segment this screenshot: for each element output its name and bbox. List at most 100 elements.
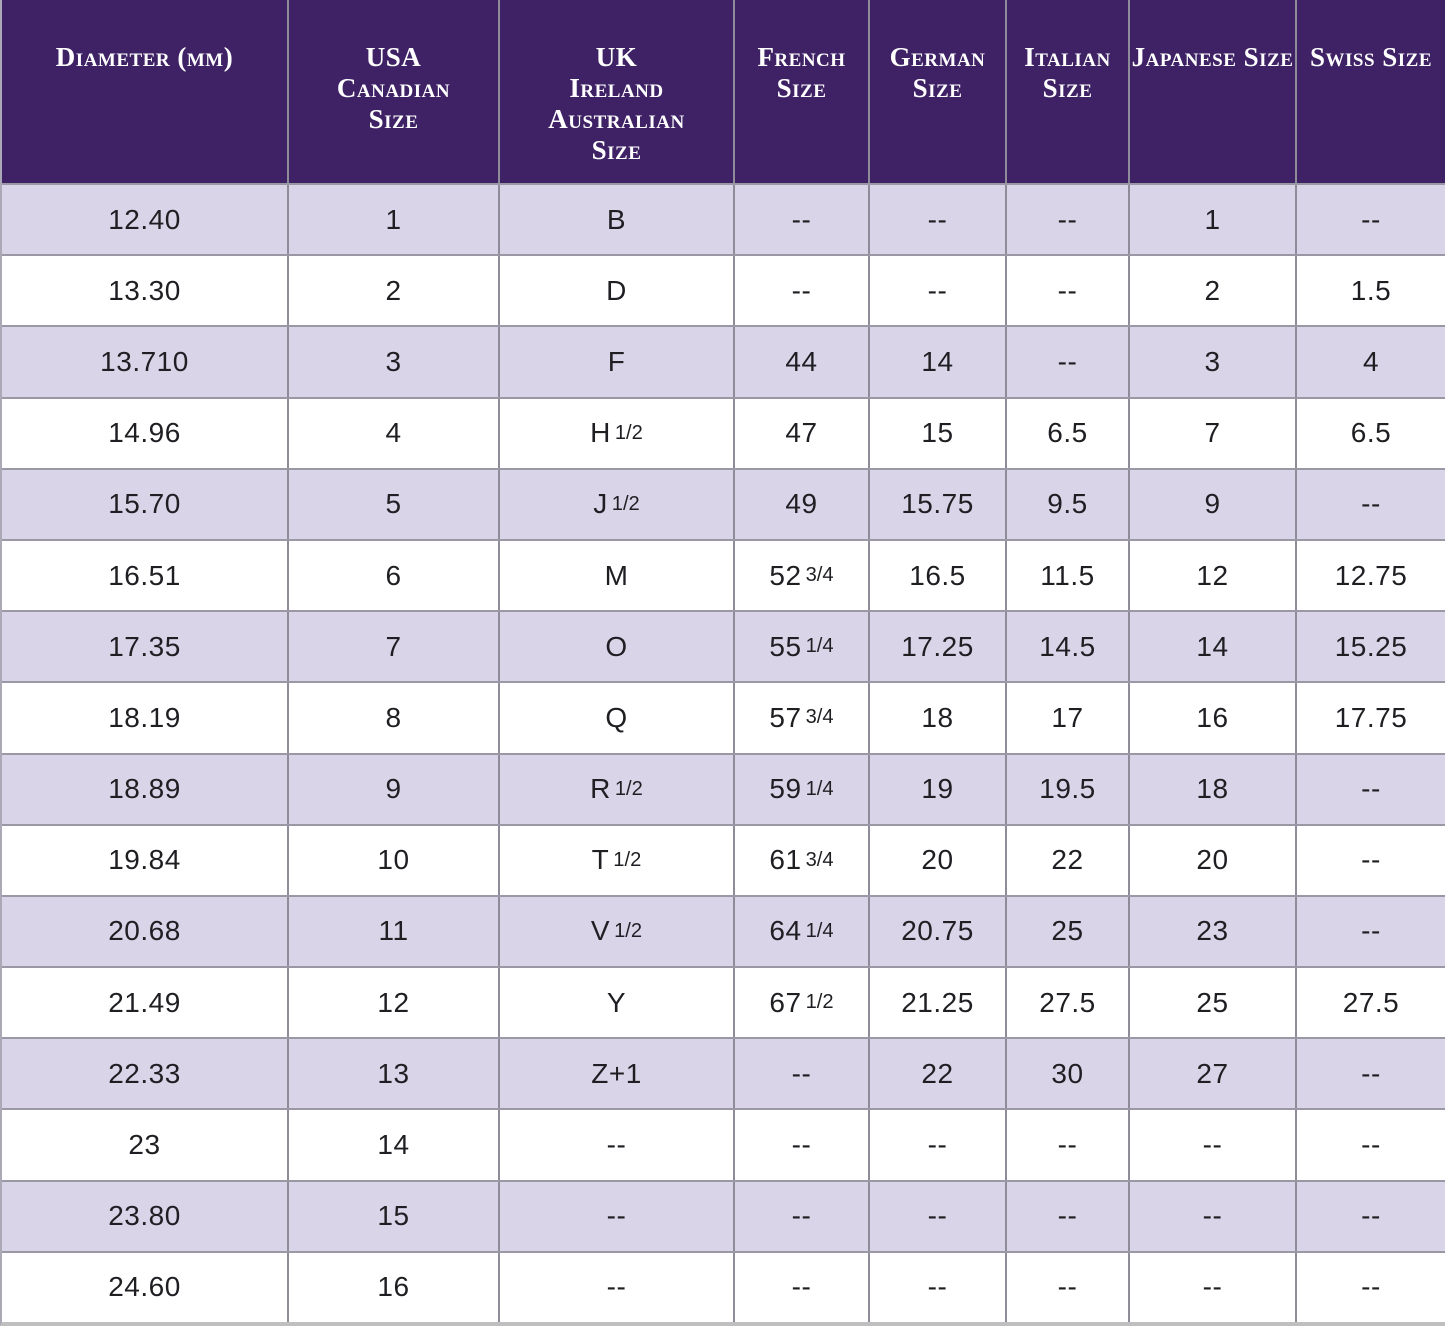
- table-cell: 27: [1130, 1039, 1297, 1109]
- table-cell: --: [1130, 1181, 1297, 1251]
- table-cell: 23.80: [2, 1181, 289, 1251]
- table-cell: M: [500, 540, 735, 611]
- column-header-usa: USA Canadian Size: [289, 0, 500, 183]
- table-cell: --: [1130, 1110, 1297, 1180]
- table-row: 12.40 1 B -- -- -- 1 --: [2, 183, 1445, 255]
- table-cell: H 1/2: [500, 398, 735, 468]
- column-header-german: German Size: [870, 0, 1007, 183]
- table-cell: 17.25: [870, 612, 1007, 682]
- table-cell: --: [735, 1252, 870, 1322]
- table-cell: 13: [289, 1039, 500, 1109]
- table-cell: --: [1007, 256, 1130, 326]
- table-cell: 16.5: [870, 540, 1007, 611]
- column-header-diameter: Diameter (mm): [2, 0, 289, 183]
- column-header-italian: Italian Size: [1007, 0, 1130, 183]
- table-row: 24.60 16 -- -- -- -- -- --: [2, 1250, 1445, 1322]
- table-cell: --: [1361, 1129, 1381, 1161]
- table-cell: 2: [1130, 256, 1297, 326]
- column-header-french: French Size: [735, 0, 870, 183]
- table-cell: --: [1007, 1181, 1130, 1251]
- table-cell: 12.40: [2, 185, 289, 255]
- table-cell: 18: [870, 683, 1007, 753]
- table-cell: --: [1361, 1200, 1381, 1232]
- table-cell: 23: [1130, 896, 1297, 967]
- table-cell: Z+1: [500, 1039, 735, 1109]
- table-cell: 15.25: [1334, 630, 1408, 662]
- table-cell: 20.75: [870, 896, 1007, 967]
- table-cell: 19: [870, 754, 1007, 824]
- table-cell: 7: [1130, 398, 1297, 468]
- table-cell: --: [1007, 327, 1130, 397]
- table-cell: 15.75: [870, 469, 1007, 539]
- table-cell: 22.33: [2, 1039, 289, 1109]
- table-header-row: Diameter (mm) USA Canadian Size UK Irela…: [2, 0, 1445, 183]
- table-cell: 14: [870, 327, 1007, 397]
- table-row: 13.710 3 F 44 14 -- 3 4: [2, 325, 1445, 397]
- table-cell: 20: [1130, 825, 1297, 895]
- table-cell: 15.70: [2, 469, 289, 539]
- table-cell: 24.60: [2, 1252, 289, 1322]
- table-row: 19.84 10 T 1/2 61 3/4 20 22 20 --: [2, 823, 1445, 895]
- table-cell: 3: [289, 327, 500, 397]
- table-cell: 30: [1007, 1039, 1130, 1109]
- table-cell: 12: [289, 968, 500, 1038]
- table-cell: --: [1007, 1252, 1130, 1322]
- table-cell: 61 3/4: [735, 825, 870, 895]
- table-cell: 1: [1130, 185, 1297, 255]
- table-cell: D: [500, 256, 735, 326]
- table-cell: B: [500, 185, 735, 255]
- table-cell: 17.75: [1334, 701, 1408, 733]
- table-cell: --: [735, 185, 870, 255]
- table-cell: 47: [735, 398, 870, 468]
- table-cell: 2: [289, 256, 500, 326]
- table-cell: Y: [500, 968, 735, 1038]
- table-row: 22.33 13 Z+1 -- 22 30 27 --: [2, 1037, 1445, 1109]
- table-cell: 8: [289, 683, 500, 753]
- table-row: 23 14 -- -- -- -- -- --: [2, 1108, 1445, 1180]
- table-cell: --: [1007, 1110, 1130, 1180]
- table-cell: 15: [289, 1181, 500, 1251]
- table-row: 16.51 6 M 52 3/4 16.5 11.5 12 12.75: [2, 538, 1445, 611]
- table-cell: 27.5: [1342, 986, 1400, 1018]
- table-cell: 3: [1130, 327, 1297, 397]
- table-cell: 22: [1007, 825, 1130, 895]
- table-row: 15.70 5 J 1/2 49 15.75 9.5 9 --: [2, 467, 1445, 539]
- table-cell: 20: [870, 825, 1007, 895]
- table-cell: 23: [2, 1110, 289, 1180]
- table-cell: --: [500, 1110, 735, 1180]
- table-cell: 19.84: [2, 825, 289, 895]
- table-cell: 14.5: [1007, 612, 1130, 682]
- table-cell: 4: [289, 398, 500, 468]
- table-cell: 25: [1130, 968, 1297, 1038]
- table-cell: 59 1/4: [735, 754, 870, 824]
- table-cell: 18: [1130, 754, 1297, 824]
- table-cell: 14: [289, 1110, 500, 1180]
- table-cell: T 1/2: [500, 825, 735, 895]
- table-cell: 25: [1007, 896, 1130, 967]
- table-cell: 4: [1362, 345, 1380, 377]
- table-cell: 67 1/2: [735, 968, 870, 1038]
- table-cell: 15: [870, 398, 1007, 468]
- table-cell: --: [735, 1181, 870, 1251]
- table-cell: 9: [1130, 469, 1297, 539]
- table-cell: 6.5: [1350, 417, 1392, 449]
- table-row: 13.30 2 D -- -- -- 2 1.5: [2, 254, 1445, 326]
- table-cell: --: [500, 1252, 735, 1322]
- table-cell: 49: [735, 469, 870, 539]
- table-cell: 18.89: [2, 754, 289, 824]
- table-row: 14.96 4 H 1/2 47 15 6.5 7 6.5: [2, 396, 1445, 468]
- table-cell: 22: [870, 1039, 1007, 1109]
- table-cell: 17.35: [2, 612, 289, 682]
- table-cell: 12: [1130, 540, 1297, 611]
- table-cell: 44: [735, 327, 870, 397]
- table-cell: 1: [289, 185, 500, 255]
- table-cell: J 1/2: [500, 469, 735, 539]
- table-row: 18.89 9 R 1/2 59 1/4 19 19.5 18 --: [2, 752, 1445, 824]
- table-cell: 6: [289, 540, 500, 611]
- table-cell: 9: [289, 754, 500, 824]
- table-cell: 21.25: [870, 968, 1007, 1038]
- table-cell: --: [1007, 185, 1130, 255]
- table-cell: O: [500, 612, 735, 682]
- table-row: 20.68 11 V 1/2 64 1/4 20.75 25 23 --: [2, 894, 1445, 967]
